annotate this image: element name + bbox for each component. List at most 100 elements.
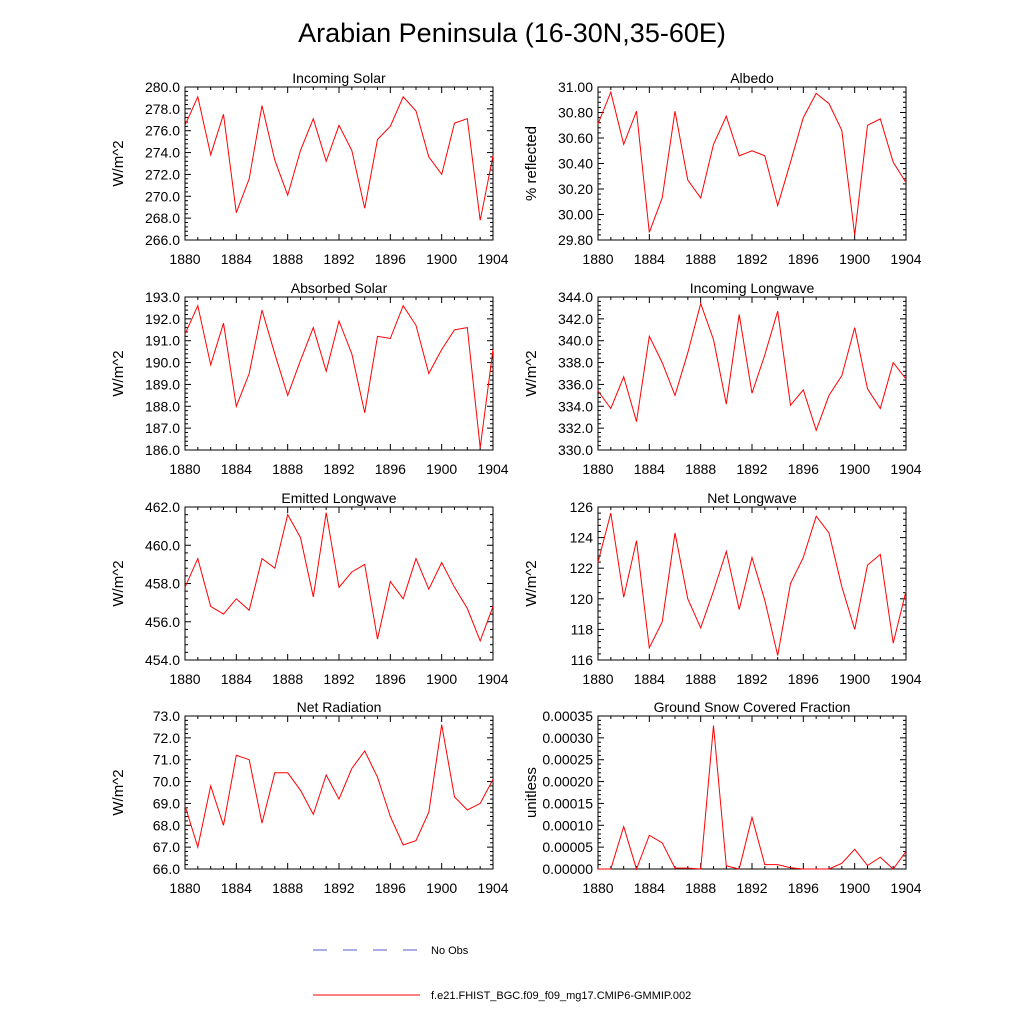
plot-frame — [184, 86, 494, 241]
y-tick-label: 332.0 — [558, 420, 593, 436]
legend-model-label: f.e21.FHIST_BGC.f09_f09_mg17.CMIP6-GMMIP… — [431, 990, 691, 1002]
y-tick-label: 334.0 — [558, 398, 593, 414]
x-tick-label: 1892 — [736, 880, 767, 896]
x-tick-label: 1888 — [685, 880, 716, 896]
y-tick-label: 30.20 — [558, 181, 593, 197]
y-tick-label: 456.0 — [145, 614, 180, 630]
y-tick-label: 458.0 — [145, 576, 180, 592]
x-tick-label: 1892 — [323, 671, 354, 687]
panel-3: Absorbed Solar 186.0 187.0 188.0 189.0 190.0 1… — [110, 280, 509, 477]
x-tick-label: 1888 — [272, 461, 303, 477]
x-tick-label: 1888 — [685, 461, 716, 477]
y-axis-label: W/m^2 — [523, 560, 540, 606]
series-line-1 — [597, 301, 907, 432]
y-tick-label: 268.0 — [145, 210, 180, 226]
y-tick-label: 186.0 — [145, 442, 180, 458]
x-tick-label: 1896 — [375, 880, 406, 896]
y-axis-label: W/m^2 — [523, 350, 540, 396]
plot-frame — [597, 86, 907, 241]
y-tick-label: 67.0 — [153, 839, 180, 855]
y-tick-label: 276.0 — [145, 123, 180, 139]
series-line-1 — [597, 90, 907, 235]
panel-title: Ground Snow Covered Fraction — [654, 699, 851, 715]
panel-4: Incoming Longwave 330.0 332.0 334.0 336.0 338… — [523, 280, 922, 477]
legend: No Obs f.e21.FHIST_BGC.f09_f09_mg17.CMIP… — [313, 945, 691, 1002]
y-axis-label: W/m^2 — [110, 560, 127, 606]
y-tick-label: 278.0 — [145, 101, 180, 117]
x-tick-label: 1884 — [221, 880, 252, 896]
panel-title: Emitted Longwave — [281, 490, 396, 506]
legend-no-obs-label: No Obs — [431, 945, 469, 957]
y-tick-label: 272.0 — [145, 166, 180, 182]
x-tick-label: 1900 — [839, 251, 870, 267]
x-tick-label: 1888 — [685, 671, 716, 687]
x-tick-label: 1884 — [634, 671, 665, 687]
y-tick-label: 330.0 — [558, 442, 593, 458]
series-line-1 — [598, 725, 907, 871]
y-tick-label: 280.0 — [145, 79, 180, 95]
panel-title: Absorbed Solar — [291, 280, 388, 296]
panel-title: Albedo — [730, 70, 774, 86]
plot-frame — [184, 506, 494, 661]
y-tick-label: 30.60 — [558, 130, 593, 146]
x-tick-label: 1900 — [839, 461, 870, 477]
y-tick-label: 72.0 — [153, 730, 180, 746]
x-tick-label: 1880 — [169, 251, 200, 267]
x-tick-label: 1880 — [169, 461, 200, 477]
x-tick-label: 1900 — [839, 671, 870, 687]
x-tick-label: 1904 — [477, 880, 508, 896]
x-tick-label: 1896 — [375, 251, 406, 267]
x-tick-label: 1904 — [477, 251, 508, 267]
y-tick-label: 30.00 — [558, 207, 593, 223]
x-tick-label: 1896 — [788, 671, 819, 687]
x-tick-label: 1904 — [477, 671, 508, 687]
y-tick-label: 31.00 — [558, 79, 593, 95]
x-tick-label: 1892 — [323, 880, 354, 896]
y-tick-label: 0.00035 — [542, 708, 593, 724]
y-tick-label: 338.0 — [558, 355, 593, 371]
x-tick-label: 1892 — [323, 251, 354, 267]
x-tick-label: 1896 — [788, 880, 819, 896]
y-tick-label: 29.80 — [558, 232, 593, 248]
series-line-1 — [184, 724, 494, 850]
x-tick-label: 1884 — [221, 671, 252, 687]
y-tick-label: 336.0 — [558, 376, 593, 392]
y-tick-label: 73.0 — [153, 708, 180, 724]
x-tick-label: 1888 — [685, 251, 716, 267]
y-tick-label: 462.0 — [145, 499, 180, 515]
y-tick-label: 0.00005 — [542, 839, 593, 855]
y-axis-label: unitless — [523, 767, 540, 818]
y-tick-label: 69.0 — [153, 795, 180, 811]
plot-frame — [184, 715, 494, 870]
panels: Incoming Solar 266.0 268.0 270.0 272.0 274.0 2… — [110, 70, 922, 896]
x-tick-label: 1880 — [582, 671, 613, 687]
x-tick-label: 1904 — [890, 880, 921, 896]
y-tick-label: 454.0 — [145, 652, 180, 668]
panel-7: Net Radiation 66.0 67.0 68.0 69.0 70.0 71.0 72.… — [110, 699, 509, 896]
panel-1: Incoming Solar 266.0 268.0 270.0 272.0 274.0 2… — [110, 70, 509, 267]
x-tick-label: 1900 — [426, 461, 457, 477]
x-tick-label: 1892 — [736, 461, 767, 477]
x-tick-label: 1900 — [426, 251, 457, 267]
y-tick-label: 68.0 — [153, 817, 180, 833]
x-tick-label: 1880 — [169, 880, 200, 896]
y-tick-label: 0.00020 — [542, 774, 593, 790]
panel-5: Emitted Longwave 454.0 456.0 458.0 460.0 462.… — [110, 490, 509, 687]
y-tick-label: 0.00010 — [542, 817, 593, 833]
x-tick-label: 1884 — [634, 880, 665, 896]
figure-title: Arabian Peninsula (16-30N,35-60E) — [298, 18, 726, 48]
y-axis-label: W/m^2 — [110, 140, 127, 186]
x-tick-label: 1900 — [426, 671, 457, 687]
x-tick-label: 1896 — [788, 251, 819, 267]
y-tick-label: 188.0 — [145, 398, 180, 414]
y-tick-label: 126 — [570, 499, 594, 515]
y-tick-label: 0.00015 — [542, 795, 593, 811]
y-axis-label: W/m^2 — [110, 769, 127, 815]
y-tick-label: 0.00030 — [542, 730, 593, 746]
plot-frame — [597, 715, 907, 870]
y-tick-label: 460.0 — [145, 537, 180, 553]
panel-title: Net Longwave — [707, 490, 797, 506]
x-tick-label: 1880 — [582, 461, 613, 477]
panel-title: Net Radiation — [297, 699, 382, 715]
y-tick-label: 116 — [571, 652, 594, 668]
